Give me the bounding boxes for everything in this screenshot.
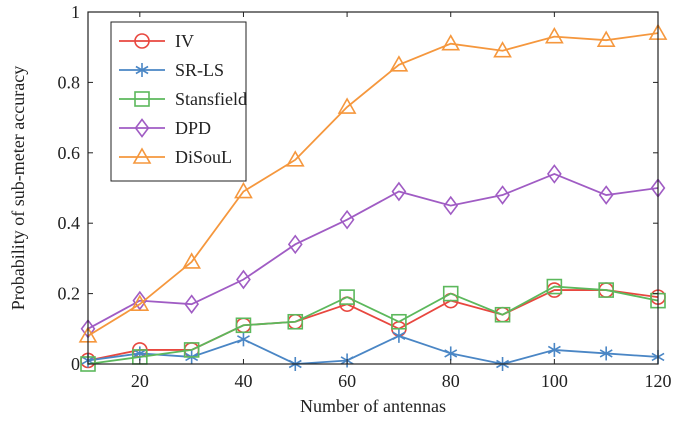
series-line-disoul — [87, 32, 659, 337]
legend: IV SR-LS Stansfield DPD DiSouL — [110, 21, 247, 182]
legend-item-iv: IV — [119, 31, 194, 51]
data-point-sr-ls — [236, 332, 250, 347]
data-point-dpd — [495, 185, 510, 205]
data-point-dpd — [598, 185, 614, 205]
x-tick-label: 80 — [442, 371, 460, 391]
x-tick-label: 40 — [234, 371, 252, 391]
legend-box — [110, 21, 247, 182]
y-tick-label: 0.2 — [58, 284, 81, 304]
data-point-dpd — [391, 181, 407, 202]
data-point-disoul — [596, 30, 616, 47]
data-point-disoul — [234, 181, 253, 199]
series-disoul — [78, 23, 668, 343]
data-point-dpd — [184, 294, 200, 314]
plot-frame — [87, 11, 659, 365]
series-line-stansfield — [87, 285, 659, 365]
legend-item-disoul: DiSouL — [119, 147, 232, 167]
legend-item-sr-ls: SR-LS — [119, 60, 224, 80]
data-point-sr-ls — [392, 328, 406, 343]
x-tick-label: 120 — [645, 371, 672, 391]
x-tick-label: 60 — [338, 371, 356, 391]
series-stansfield — [80, 278, 666, 372]
y-axis: 0 0.2 0.4 0.6 0.8 1 — [58, 2, 658, 374]
data-point-stansfield — [442, 285, 459, 302]
legend-marker-iv — [134, 33, 150, 49]
data-point-dpd — [236, 269, 251, 290]
data-point-disoul — [389, 55, 409, 72]
series-line-dpd — [87, 172, 659, 330]
legend-label-stansfield: Stansfield — [175, 89, 247, 109]
y-tick-label: 0 — [71, 354, 80, 374]
legend-label-sr-ls: SR-LS — [175, 60, 224, 80]
data-point-sr-ls — [599, 346, 613, 361]
legend-label-iv: IV — [175, 31, 194, 51]
data-point-disoul — [544, 27, 564, 44]
data-point-dpd — [443, 195, 459, 216]
series-line-iv — [87, 289, 659, 362]
data-point-disoul — [285, 150, 305, 167]
data-point-sr-ls — [547, 342, 561, 357]
y-tick-label: 0.6 — [58, 143, 81, 163]
data-point-dpd — [132, 290, 148, 311]
data-point-stansfield — [235, 317, 252, 334]
legend-label-disoul: DiSouL — [175, 147, 232, 167]
legend-item-stansfield: Stansfield — [119, 89, 247, 109]
data-point-stansfield — [598, 282, 614, 298]
legend-marker-stansfield — [134, 91, 150, 107]
x-axis-title: Number of antennas — [300, 396, 446, 416]
legend-marker-dpd — [134, 118, 150, 138]
data-point-dpd — [339, 209, 355, 230]
data-point-stansfield — [391, 313, 407, 330]
y-tick-label: 1 — [71, 2, 80, 22]
x-axis: 20 40 60 80 100 120 — [131, 12, 672, 391]
data-point-stansfield — [546, 278, 563, 295]
data-point-stansfield — [494, 306, 511, 323]
y-axis-title: Probability of sub-meter accuracy — [8, 66, 28, 310]
data-point-sr-ls — [444, 346, 458, 361]
data-point-disoul — [182, 252, 202, 269]
legend-marker-sr-ls — [135, 63, 149, 77]
data-point-disoul — [130, 294, 150, 311]
legend-label-dpd: DPD — [175, 118, 211, 138]
y-tick-label: 0.8 — [58, 72, 81, 92]
data-point-disoul — [441, 34, 461, 51]
data-point-stansfield — [183, 342, 200, 358]
series-line-sr-ls — [87, 334, 659, 365]
x-tick-label: 20 — [131, 371, 149, 391]
y-tick-label: 0.4 — [58, 213, 81, 233]
x-tick-label: 100 — [541, 371, 568, 391]
data-point-stansfield — [339, 289, 355, 305]
data-point-dpd — [546, 164, 562, 184]
series-dpd — [80, 164, 666, 339]
data-point-disoul — [337, 97, 357, 114]
legend-marker-disoul — [132, 147, 152, 164]
data-point-stansfield — [287, 313, 304, 330]
data-point-dpd — [287, 234, 303, 255]
legend-item-dpd: DPD — [119, 118, 211, 138]
data-point-disoul — [493, 41, 512, 58]
